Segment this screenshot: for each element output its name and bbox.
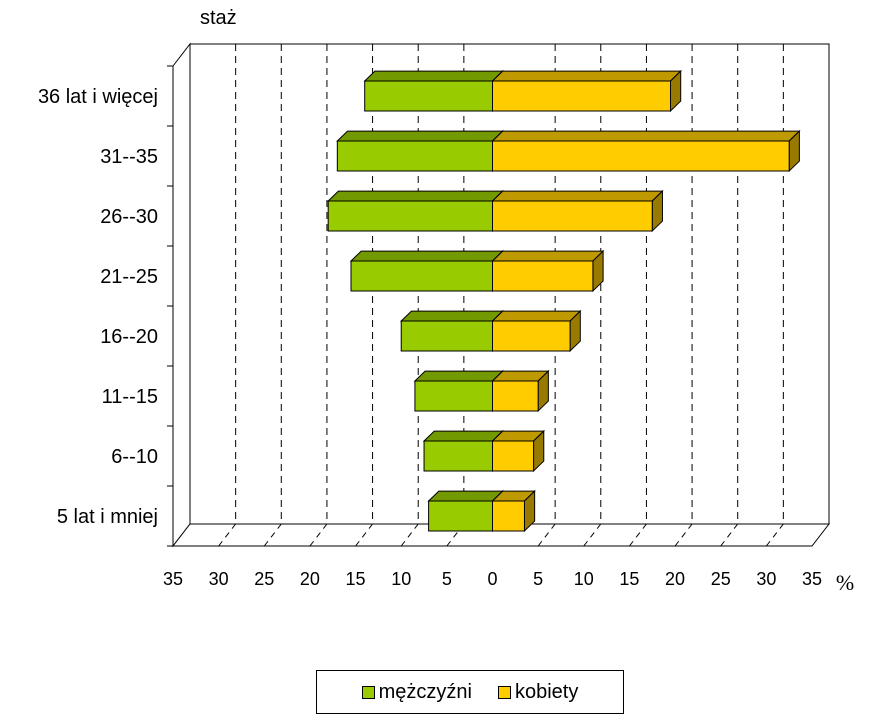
legend-item-women: kobiety bbox=[497, 680, 579, 704]
bar-men-6-top bbox=[336, 130, 504, 142]
bar-men-6 bbox=[336, 129, 504, 173]
bar-men-3-top bbox=[399, 310, 504, 322]
bar-women-3-front bbox=[492, 320, 571, 352]
legend-swatch-men bbox=[361, 685, 375, 699]
chart-title: staż bbox=[200, 7, 237, 29]
bars bbox=[326, 69, 801, 533]
y-axis-labels: 5 lat i mniej 6--10 11--15 16--20 21--25 26--… bbox=[38, 86, 158, 528]
floor-grid-line bbox=[583, 523, 602, 547]
legend: mężczyźni kobiety bbox=[316, 670, 624, 714]
x-tick-label: 20 bbox=[665, 569, 685, 589]
x-tick-label: 25 bbox=[711, 569, 731, 589]
bar-men-1-front bbox=[423, 440, 493, 472]
floor-grid-line bbox=[355, 523, 373, 547]
x-axis-unit: % bbox=[836, 570, 854, 595]
x-tick-label: 10 bbox=[391, 569, 411, 589]
axes bbox=[167, 65, 812, 547]
x-tick-label: 30 bbox=[209, 569, 229, 589]
bar-men-1 bbox=[422, 429, 504, 473]
bar-men-0-front bbox=[428, 500, 494, 532]
bar-men-3-front bbox=[400, 320, 494, 352]
bar-women-5-top bbox=[491, 190, 664, 202]
bar-women-3-top bbox=[491, 310, 582, 322]
legend-item-men: mężczyźni bbox=[361, 680, 472, 704]
bar-women-6-front bbox=[492, 140, 790, 172]
bar-women-0 bbox=[491, 489, 536, 533]
floor-grid-line bbox=[537, 523, 556, 547]
y-tick-label: 11--15 bbox=[102, 386, 158, 408]
x-tick-label: 5 bbox=[442, 569, 452, 589]
bar-women-7 bbox=[491, 69, 682, 113]
floor-grid-line bbox=[263, 523, 282, 547]
x-tick-label: 35 bbox=[802, 569, 822, 589]
bar-men-4-top bbox=[349, 250, 504, 262]
floor-grid-line bbox=[629, 523, 647, 547]
bar-men-0 bbox=[427, 489, 504, 533]
bar-women-2-front bbox=[492, 380, 539, 412]
y-tick-label: 31--35 bbox=[100, 146, 158, 168]
x-tick-label: 20 bbox=[300, 569, 320, 589]
bar-men-2 bbox=[413, 369, 504, 413]
y-tick-label: 5 lat i mniej bbox=[57, 506, 158, 528]
bar-women-6 bbox=[491, 129, 801, 173]
bar-women-4-top bbox=[491, 250, 605, 262]
floor-grid-line bbox=[720, 523, 739, 547]
bar-women-3 bbox=[491, 309, 582, 353]
y-tick-label: 21--25 bbox=[100, 266, 158, 288]
bar-women-4 bbox=[491, 249, 605, 293]
bar-women-7-front bbox=[492, 80, 672, 112]
bar-women-5-front bbox=[492, 200, 653, 232]
bar-men-6-front bbox=[336, 140, 494, 172]
y-tick-label: 26--30 bbox=[100, 206, 158, 228]
x-tick-label: 30 bbox=[756, 569, 776, 589]
bar-women-5 bbox=[491, 189, 664, 233]
floor-grid-line bbox=[400, 523, 419, 547]
bar-women-4-front bbox=[492, 260, 594, 292]
x-tick-label: 0 bbox=[487, 569, 497, 589]
bar-women-6-top bbox=[491, 130, 801, 142]
floor-grid-line bbox=[674, 523, 693, 547]
bar-men-3 bbox=[399, 309, 504, 353]
floor-grid-line bbox=[218, 523, 237, 547]
bar-men-7-top bbox=[363, 70, 504, 82]
bar-men-4-front bbox=[350, 260, 493, 292]
side-wall bbox=[172, 42, 191, 548]
bar-women-7-top bbox=[491, 70, 682, 82]
bar-men-7-front bbox=[364, 80, 494, 112]
bar-men-5-front bbox=[327, 200, 493, 232]
bar-men-0-top bbox=[427, 490, 504, 502]
x-tick-label: 25 bbox=[254, 569, 274, 589]
y-tick-label: 16--20 bbox=[100, 326, 158, 348]
y-tick-label: 6--10 bbox=[111, 446, 158, 468]
x-tick-label: 35 bbox=[163, 569, 183, 589]
bar-men-2-front bbox=[414, 380, 493, 412]
bar-women-2 bbox=[491, 369, 550, 413]
y-tick-label: 36 lat i więcej bbox=[38, 86, 158, 108]
bar-women-1-front bbox=[492, 440, 535, 472]
bar-men-7 bbox=[363, 69, 504, 113]
x-axis-labels: 35 30 25 20 15 10 5 0 5 10 15 20 25 30 35 bbox=[163, 569, 822, 589]
bar-men-1-top bbox=[422, 430, 504, 442]
legend-label-men: mężczyźni bbox=[378, 680, 472, 703]
x-tick-label: 5 bbox=[533, 569, 543, 589]
x-tick-label: 15 bbox=[619, 569, 639, 589]
floor-grid-line bbox=[309, 523, 328, 547]
bar-men-2-top bbox=[413, 370, 504, 382]
legend-swatch-women bbox=[497, 685, 511, 699]
x-tick-label: 15 bbox=[346, 569, 366, 589]
bar-women-0-front bbox=[492, 500, 525, 532]
bar-women-1 bbox=[491, 429, 546, 473]
x-tick-label: 10 bbox=[574, 569, 594, 589]
bar-men-5 bbox=[326, 189, 504, 233]
legend-label-women: kobiety bbox=[514, 680, 579, 703]
floor-grid-line bbox=[765, 523, 784, 547]
bar-men-4 bbox=[349, 249, 504, 293]
bar-men-5-top bbox=[326, 190, 504, 202]
